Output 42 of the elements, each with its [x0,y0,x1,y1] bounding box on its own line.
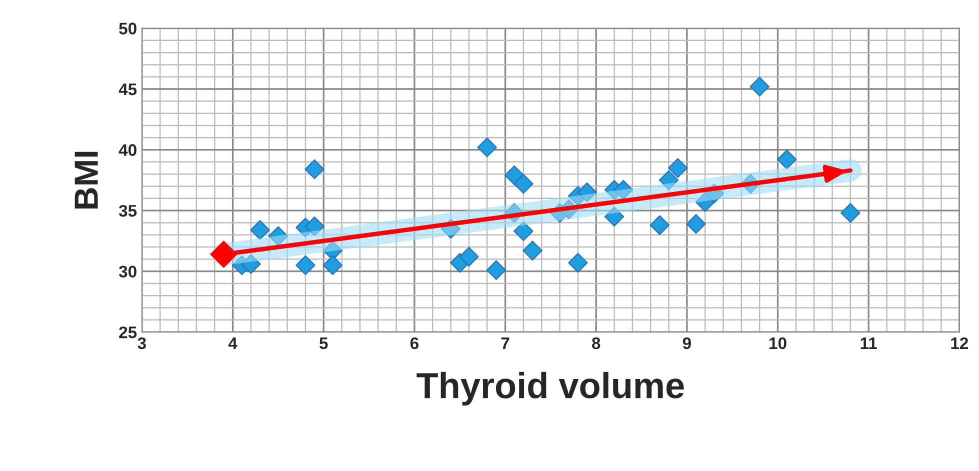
point [776,150,797,170]
y-tick-label: 30 [118,266,136,278]
point [241,254,261,274]
point [668,158,688,178]
y-tick-label: 45 [118,84,137,96]
point [568,252,588,273]
x-tick-label: 12 [951,337,968,349]
point [840,203,860,223]
x-tick-label: 9 [682,337,691,350]
point [514,221,534,242]
x-tick-label: 8 [592,337,600,350]
point [577,182,597,202]
x-tick-label: 3 [138,337,146,350]
y-axis-title: BMI [74,152,98,208]
point [514,174,534,194]
y-tick-label: 25 [119,326,137,338]
point [322,255,343,276]
x-tick-label: 5 [319,338,328,350]
point [613,180,634,200]
x-tick-label: 7 [501,338,510,349]
point [604,206,624,226]
x-tick-label: 4 [228,338,238,349]
point [486,260,506,280]
y-tick-label: 35 [118,204,137,217]
point [304,216,324,236]
point [477,137,497,158]
point [686,214,706,234]
point [650,215,670,235]
x-tick-label: 10 [770,337,786,350]
point [750,76,770,96]
y-tick-label: 50 [119,22,136,34]
x-tick-label: 6 [410,337,418,350]
point [459,246,479,267]
point [522,240,542,261]
y-tick-label: 40 [118,144,136,156]
point [304,159,324,180]
point [268,226,288,246]
point [658,170,679,190]
x-axis-title: Thyroid volume [416,372,684,406]
point [296,255,316,276]
x-tick-label: 11 [860,338,877,349]
point [250,220,270,240]
